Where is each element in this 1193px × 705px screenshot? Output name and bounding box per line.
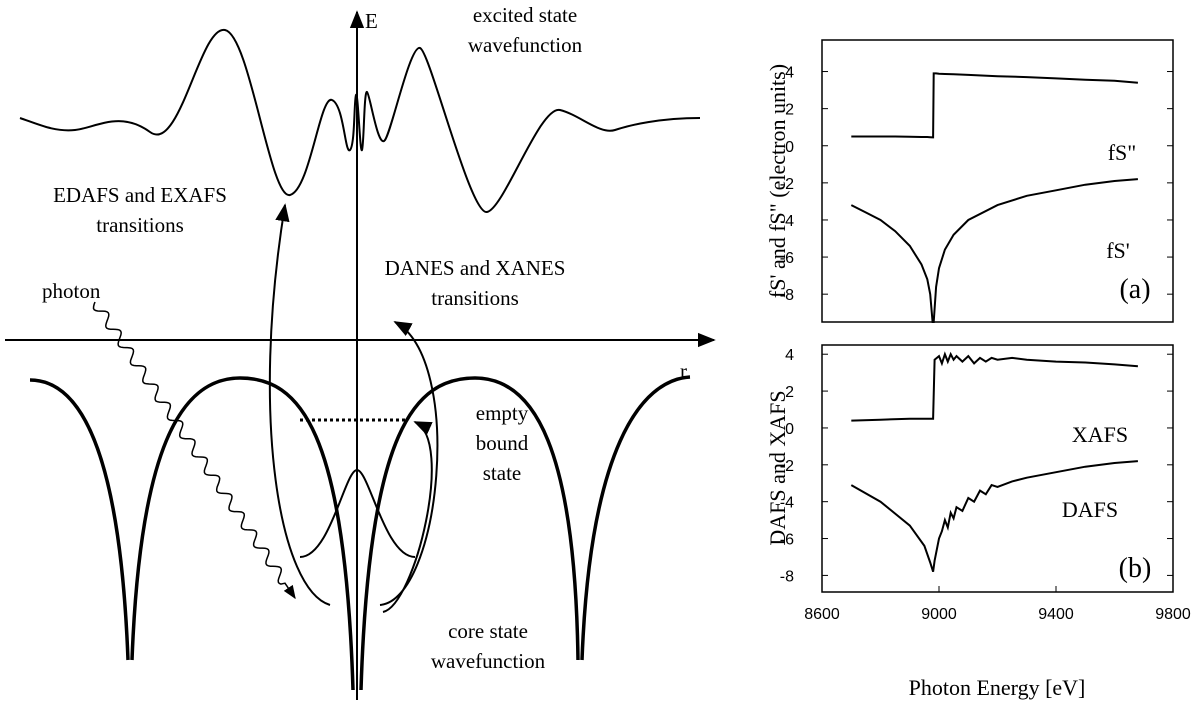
core-label: wavefunction [431, 649, 546, 673]
excited-label: wavefunction [468, 33, 583, 57]
empty-label: empty [476, 401, 529, 425]
excited-label: excited state [473, 3, 577, 27]
y-tick-label: -8 [780, 287, 794, 304]
series-line [850, 460, 1138, 573]
x-tick-label: 9800 [1155, 606, 1191, 623]
y-axis-label: fS' and fS" (electron units) [765, 64, 790, 298]
series-line [851, 351, 1138, 422]
series-label: fS" [1108, 140, 1137, 165]
core-label: core state [448, 619, 528, 643]
panel-label: (b) [1119, 553, 1152, 584]
series-label: XAFS [1072, 422, 1128, 447]
e-label: E [365, 9, 378, 33]
photon-label: photon [42, 279, 101, 303]
y-axis-label: DAFS and XAFS [765, 390, 790, 545]
edafs-label: EDAFS and EXAFS [53, 183, 227, 207]
y-tick-label: -2 [780, 458, 794, 475]
y-tick-label: 4 [785, 347, 794, 364]
empty-label: bound [476, 431, 529, 455]
plot-frame [821, 344, 1174, 593]
diagram [5, 10, 716, 700]
plot-frame [821, 39, 1174, 323]
series-label: fS' [1106, 238, 1130, 263]
x-tick-label: 9000 [921, 606, 957, 623]
y-tick-label: 4 [785, 65, 794, 82]
core-wavefunction [299, 468, 416, 558]
y-tick-label: -6 [780, 532, 794, 549]
y-tick-label: -4 [780, 495, 794, 512]
x-tick-label: 8600 [804, 606, 840, 623]
series-label: DAFS [1062, 497, 1118, 522]
y-tick-label: 0 [785, 421, 794, 438]
excited-wavefunction [19, 28, 701, 213]
panel-label: (a) [1119, 274, 1150, 305]
potential [29, 375, 691, 691]
y-tick-label: -4 [780, 213, 794, 230]
y-tick-label: 0 [785, 139, 794, 156]
y-tick-label: 2 [785, 102, 794, 119]
edafs-label: transitions [96, 213, 184, 237]
series-line [850, 178, 1138, 323]
x-axis-label: Photon Energy [eV] [909, 675, 1086, 700]
empty-label: state [483, 461, 521, 485]
y-tick-label: -8 [780, 568, 794, 585]
edafs-arrow [268, 203, 331, 606]
photon-wave [92, 301, 296, 600]
series-line [851, 72, 1138, 139]
y-tick-label: -6 [780, 250, 794, 267]
x-tick-label: 9400 [1038, 606, 1074, 623]
danes-label: DANES and XANES [385, 256, 566, 280]
r-label: r [680, 359, 687, 383]
y-tick-label: 2 [785, 384, 794, 401]
bound-arrow [382, 421, 433, 613]
danes-label: transitions [431, 286, 519, 310]
y-tick-label: -2 [780, 176, 794, 193]
